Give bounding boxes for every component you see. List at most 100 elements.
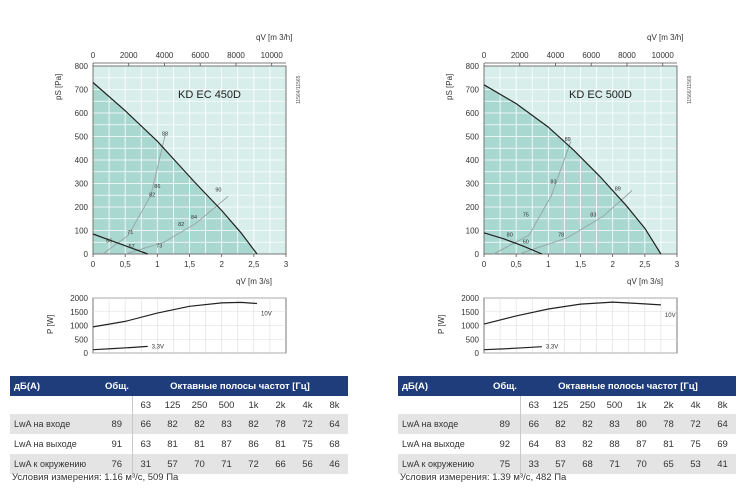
value-cell: 72 — [294, 414, 321, 434]
system-line — [519, 190, 633, 255]
freq-cell: 2k — [655, 396, 682, 414]
freq-cell: 2k — [267, 396, 294, 414]
y-tick-label: 800 — [466, 62, 480, 71]
model-label: KD EC 450D — [178, 89, 241, 101]
power-y-tick-label: 0 — [84, 349, 89, 358]
x-top-tick-label: 4000 — [547, 51, 565, 60]
curve-label: 60 — [523, 239, 529, 245]
y-tick-label: 700 — [466, 86, 480, 95]
curve-label: 75 — [523, 212, 529, 218]
value-cell: 81 — [186, 434, 213, 454]
value-cell: 71 — [213, 454, 240, 474]
curve-label: 90 — [215, 188, 221, 194]
power-curve-high — [92, 301, 258, 328]
value-cell: 82 — [547, 414, 574, 434]
freq-cell: 4k — [682, 396, 709, 414]
freq-row: 63 125 250 500 1k 2k 4k 8k — [10, 396, 348, 414]
fan-curve-high — [483, 84, 662, 255]
x-top-tick-label: 10000 — [652, 51, 675, 60]
value-cell: 64 — [321, 414, 348, 434]
curve-label: 80 — [507, 232, 513, 238]
freq-cell: 63 — [519, 396, 547, 414]
y-tick-label: 600 — [75, 109, 89, 118]
y-tick-label: 300 — [466, 180, 480, 189]
value-cell: 70 — [186, 454, 213, 474]
y-tick-label: 200 — [75, 203, 89, 212]
x-tick-label: 2,5 — [248, 260, 260, 269]
power-y-tick-label: 0 — [475, 349, 480, 358]
value-cell: 87 — [213, 434, 240, 454]
system-line — [125, 196, 229, 255]
power-y-tick-label: 2000 — [70, 294, 88, 303]
value-cell: 66 — [267, 454, 294, 474]
value-cell: 86 — [240, 434, 267, 454]
table-row: LwA к окружению 76 31 57 70 71 72 66 56 … — [10, 454, 348, 474]
freq-cell: 250 — [186, 396, 213, 414]
power-y-title: P [W] — [46, 315, 55, 334]
curve-label: 82 — [149, 192, 155, 198]
y-tick-label: 200 — [466, 203, 480, 212]
x-tick-label: 2 — [219, 260, 224, 269]
x-top-tick-label: 10000 — [261, 51, 284, 60]
measurement-conditions: Условия измерения: 1.39 м³/с, 482 Па — [400, 472, 567, 483]
curve-label: 84 — [191, 215, 197, 221]
row-label: LwA на выходе — [10, 434, 102, 454]
x-bottom-title: qV [m 3/s] — [627, 277, 663, 286]
curve-label: 83 — [590, 212, 596, 218]
sound-table-2: дБ(A) Общ. Октавные полосы частот [Гц] 6… — [398, 376, 736, 474]
y-title: pS [Pa] — [445, 74, 454, 100]
x-top-tick-label: 8000 — [227, 51, 245, 60]
value-cell: 57 — [547, 454, 574, 474]
value-cell: 89 — [102, 414, 132, 434]
value-cell: 31 — [131, 454, 159, 474]
curve-label: 89 — [565, 137, 571, 143]
row-label: LwA на входе — [10, 414, 102, 434]
curve-label: 56 — [106, 238, 112, 244]
value-cell: 82 — [159, 414, 186, 434]
freq-cell: 1k — [628, 396, 655, 414]
value-cell: 89 — [490, 414, 520, 434]
value-cell: 87 — [628, 434, 655, 454]
power-y-tick-label: 1000 — [70, 322, 88, 331]
curve-label: 73 — [156, 243, 162, 249]
freq-cell: 8k — [321, 396, 348, 414]
value-cell: 69 — [709, 434, 736, 454]
value-cell: 56 — [294, 454, 321, 474]
x-top-title: qV [m 3/h] — [256, 33, 292, 42]
x-tick-label: 0,5 — [120, 260, 132, 269]
row-label: LwA на входе — [398, 414, 490, 434]
power-y-tick-label: 1500 — [70, 308, 88, 317]
x-tick-label: 0 — [482, 260, 487, 269]
value-cell: 75 — [682, 434, 709, 454]
power-y-tick-label: 2000 — [461, 294, 479, 303]
x-tick-label: 3 — [675, 260, 680, 269]
row-label: LwA к окружению — [10, 454, 102, 474]
freq-row: 63 125 250 500 1k 2k 4k 8k — [398, 396, 736, 414]
x-top-tick-label: 4000 — [156, 51, 174, 60]
x-top-tick-label: 0 — [482, 51, 487, 60]
power-label-low: 3,3V — [152, 344, 164, 350]
x-tick-label: 3 — [284, 260, 289, 269]
value-cell: 41 — [709, 454, 736, 474]
y-tick-label: 300 — [75, 180, 89, 189]
table-header: дБ(A) Общ. Октавные полосы частот [Гц] — [398, 376, 736, 396]
y-tick-label: 600 — [466, 109, 480, 118]
y-tick-label: 400 — [75, 156, 89, 165]
bands-title: Октавные полосы частот [Гц] — [132, 376, 348, 396]
value-cell: 76 — [102, 454, 132, 474]
power-y-tick-label: 1000 — [461, 322, 479, 331]
x-top-tick-label: 6000 — [582, 51, 600, 60]
curve-label: 89 — [615, 187, 621, 193]
y-tick-label: 500 — [466, 133, 480, 142]
operating-area — [484, 84, 661, 254]
table-row: LwA на входе 89 66 82 82 83 80 78 72 64 — [398, 414, 736, 434]
freq-cell: 63 — [131, 396, 159, 414]
total-header: Общ. — [490, 376, 520, 396]
x-top-tick-label: 0 — [91, 51, 96, 60]
value-cell: 75 — [294, 434, 321, 454]
value-cell: 92 — [490, 434, 520, 454]
y-tick-label: 800 — [75, 62, 89, 71]
value-cell: 91 — [102, 434, 132, 454]
value-cell: 66 — [131, 414, 159, 434]
